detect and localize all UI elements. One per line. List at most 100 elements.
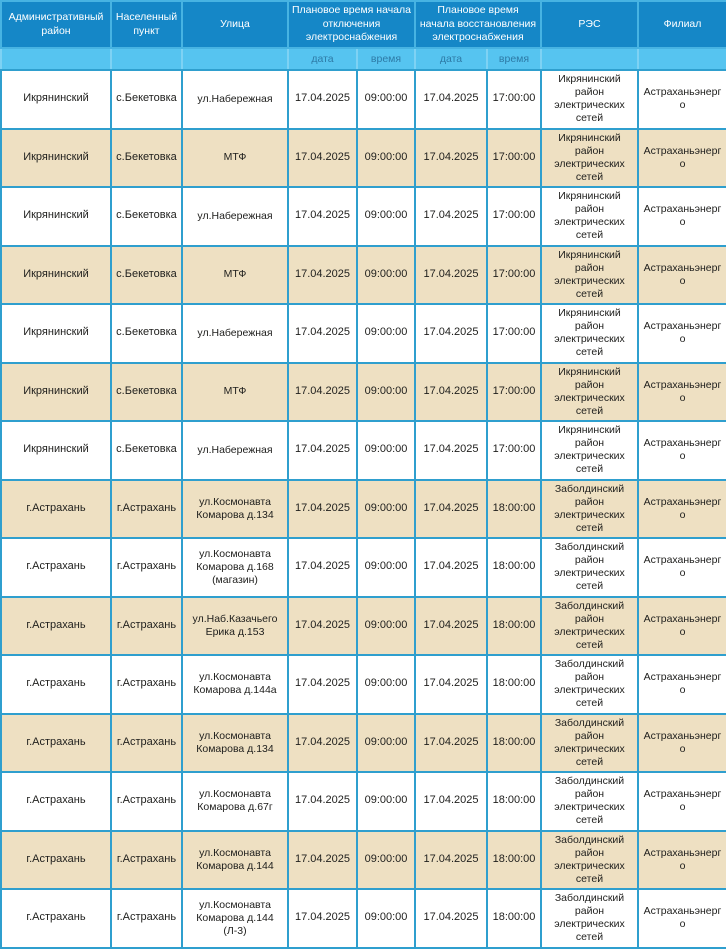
cell-street: ул.Набережная xyxy=(181,420,289,481)
cell-restore-date: 17.04.2025 xyxy=(414,595,488,656)
cell-outage-time: 09:00:00 xyxy=(356,127,416,188)
cell-restore-time: 17:00:00 xyxy=(486,186,542,247)
table-row: Икрянинский с.Бекетовка ул.Набережная 17… xyxy=(0,420,726,481)
col-header-outage-start: Плановое время начала отключения электро… xyxy=(287,0,416,49)
cell-outage-date: 17.04.2025 xyxy=(287,478,358,539)
cell-settlement: с.Бекетовка xyxy=(110,244,183,305)
cell-street: ул.Космонавта Комарова д.168 (магазин) xyxy=(181,537,289,598)
cell-branch: Астраханьэнерго xyxy=(637,303,726,364)
subheader-spacer-cell xyxy=(110,47,183,71)
cell-branch: Астраханьэнерго xyxy=(637,654,726,715)
cell-street: ул.Космонавта Комарова д.144 xyxy=(181,829,289,890)
cell-settlement: с.Бекетовка xyxy=(110,69,183,130)
cell-admin-district: г.Астрахань xyxy=(0,595,112,656)
cell-outage-time: 09:00:00 xyxy=(356,361,416,422)
cell-street: ул.Космонавта Комарова д.134 xyxy=(181,478,289,539)
cell-restore-date: 17.04.2025 xyxy=(414,127,488,188)
table-row: Икрянинский с.Бекетовка ул.Набережная 17… xyxy=(0,186,726,247)
cell-branch: Астраханьэнерго xyxy=(637,595,726,656)
cell-res: Заболдинский район электрических сетей xyxy=(540,712,639,773)
subheader-outage-date: дата xyxy=(287,47,358,71)
cell-restore-date: 17.04.2025 xyxy=(414,888,488,949)
cell-outage-date: 17.04.2025 xyxy=(287,712,358,773)
table-row: Икрянинский с.Бекетовка МТФ 17.04.2025 0… xyxy=(0,361,726,422)
cell-outage-time: 09:00:00 xyxy=(356,420,416,481)
cell-restore-time: 18:00:00 xyxy=(486,771,542,832)
cell-branch: Астраханьэнерго xyxy=(637,127,726,188)
cell-res: Икрянинский район электрических сетей xyxy=(540,303,639,364)
cell-res: Заболдинский район электрических сетей xyxy=(540,595,639,656)
cell-restore-time: 17:00:00 xyxy=(486,303,542,364)
cell-branch: Астраханьэнерго xyxy=(637,888,726,949)
subheader-spacer-cell xyxy=(540,47,639,71)
cell-settlement: г.Астрахань xyxy=(110,771,183,832)
cell-admin-district: Икрянинский xyxy=(0,361,112,422)
cell-outage-time: 09:00:00 xyxy=(356,303,416,364)
table-row: Икрянинский с.Бекетовка ул.Набережная 17… xyxy=(0,303,726,364)
cell-res: Икрянинский район электрических сетей xyxy=(540,69,639,130)
cell-res: Заболдинский район электрических сетей xyxy=(540,654,639,715)
cell-restore-date: 17.04.2025 xyxy=(414,303,488,364)
cell-outage-time: 09:00:00 xyxy=(356,829,416,890)
cell-street: МТФ xyxy=(181,127,289,188)
table-body: Икрянинский с.Бекетовка ул.Набережная 17… xyxy=(0,69,726,949)
cell-admin-district: г.Астрахань xyxy=(0,829,112,890)
cell-branch: Астраханьэнерго xyxy=(637,186,726,247)
cell-street: ул.Космонавта Комарова д.144а xyxy=(181,654,289,715)
cell-restore-time: 18:00:00 xyxy=(486,654,542,715)
cell-outage-time: 09:00:00 xyxy=(356,771,416,832)
cell-restore-time: 18:00:00 xyxy=(486,478,542,539)
cell-outage-time: 09:00:00 xyxy=(356,888,416,949)
cell-settlement: г.Астрахань xyxy=(110,537,183,598)
cell-outage-time: 09:00:00 xyxy=(356,712,416,773)
cell-admin-district: Икрянинский xyxy=(0,127,112,188)
cell-branch: Астраханьэнерго xyxy=(637,420,726,481)
cell-res: Заболдинский район электрических сетей xyxy=(540,888,639,949)
cell-restore-time: 17:00:00 xyxy=(486,420,542,481)
cell-outage-date: 17.04.2025 xyxy=(287,595,358,656)
subheader-row: дата время дата время xyxy=(0,47,726,71)
cell-street: ул.Набережная xyxy=(181,186,289,247)
cell-restore-date: 17.04.2025 xyxy=(414,537,488,598)
cell-branch: Астраханьэнерго xyxy=(637,537,726,598)
cell-outage-time: 09:00:00 xyxy=(356,69,416,130)
cell-admin-district: г.Астрахань xyxy=(0,771,112,832)
table-row: г.Астрахань г.Астрахань ул.Космонавта Ко… xyxy=(0,654,726,715)
cell-outage-date: 17.04.2025 xyxy=(287,537,358,598)
cell-outage-date: 17.04.2025 xyxy=(287,303,358,364)
cell-outage-date: 17.04.2025 xyxy=(287,244,358,305)
cell-restore-date: 17.04.2025 xyxy=(414,361,488,422)
cell-outage-date: 17.04.2025 xyxy=(287,69,358,130)
cell-res: Заболдинский район электрических сетей xyxy=(540,478,639,539)
cell-branch: Астраханьэнерго xyxy=(637,829,726,890)
cell-street: МТФ xyxy=(181,244,289,305)
cell-settlement: г.Астрахань xyxy=(110,712,183,773)
cell-settlement: с.Бекетовка xyxy=(110,186,183,247)
cell-outage-date: 17.04.2025 xyxy=(287,888,358,949)
table-row: г.Астрахань г.Астрахань ул.Космонавта Ко… xyxy=(0,771,726,832)
cell-res: Икрянинский район электрических сетей xyxy=(540,127,639,188)
cell-outage-time: 09:00:00 xyxy=(356,478,416,539)
cell-outage-date: 17.04.2025 xyxy=(287,186,358,247)
cell-settlement: с.Бекетовка xyxy=(110,361,183,422)
cell-restore-date: 17.04.2025 xyxy=(414,712,488,773)
cell-settlement: с.Бекетовка xyxy=(110,420,183,481)
cell-admin-district: Икрянинский xyxy=(0,186,112,247)
subheader-spacer-cell xyxy=(0,47,112,71)
cell-settlement: г.Астрахань xyxy=(110,595,183,656)
cell-street: ул.Космонавта Комарова д.67г xyxy=(181,771,289,832)
cell-street: ул.Набережная xyxy=(181,69,289,130)
cell-branch: Астраханьэнерго xyxy=(637,712,726,773)
cell-outage-time: 09:00:00 xyxy=(356,595,416,656)
cell-admin-district: Икрянинский xyxy=(0,303,112,364)
cell-settlement: г.Астрахань xyxy=(110,829,183,890)
cell-admin-district: г.Астрахань xyxy=(0,654,112,715)
cell-admin-district: Икрянинский xyxy=(0,69,112,130)
cell-street: МТФ xyxy=(181,361,289,422)
col-header-restore-start: Плановое время начала восстановления эле… xyxy=(414,0,542,49)
cell-restore-date: 17.04.2025 xyxy=(414,829,488,890)
cell-settlement: с.Бекетовка xyxy=(110,303,183,364)
cell-restore-time: 17:00:00 xyxy=(486,127,542,188)
cell-admin-district: г.Астрахань xyxy=(0,478,112,539)
